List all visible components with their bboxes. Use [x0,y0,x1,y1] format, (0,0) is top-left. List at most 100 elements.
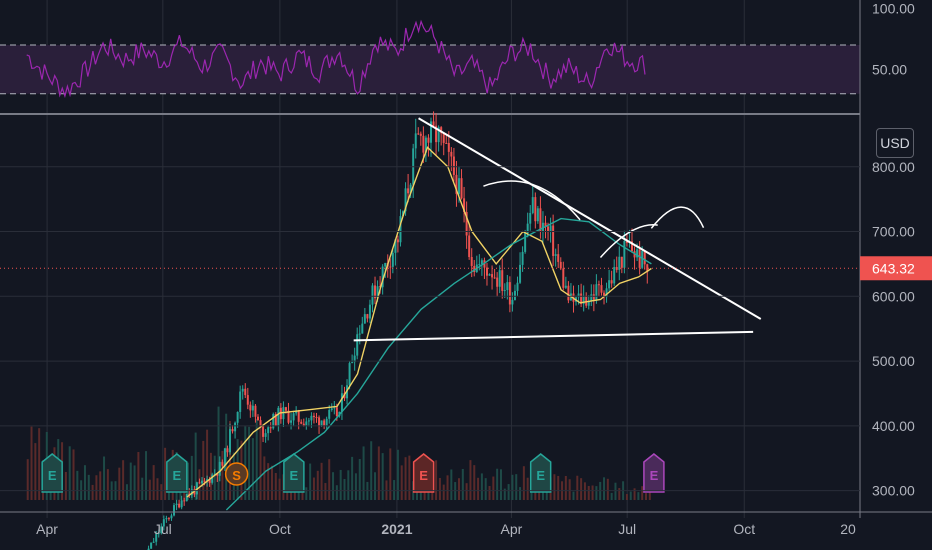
candle-body [150,542,153,549]
candle-body [554,254,557,256]
candle-body [465,211,468,236]
volume-bar [305,487,308,500]
candle-body [259,420,262,426]
volume-bar [503,488,506,500]
candle-body [430,121,432,143]
volume-bar [95,475,98,500]
volume-bar [370,441,373,500]
candle-body [223,448,226,466]
volume-bar [538,489,541,500]
volume-bar [103,456,106,500]
volume-bar [393,480,396,500]
volume-bar [614,482,617,500]
earnings-marker[interactable] [643,453,665,493]
candle-body [597,284,600,286]
volume-bar [480,473,483,500]
candle-body [244,388,247,396]
candle-body [264,433,267,437]
candle-body [211,474,214,483]
volume-bar [309,463,312,500]
candle-body [302,423,305,426]
candle-body [491,274,494,278]
candle-body [463,198,466,212]
candle-body [473,265,476,273]
candle-body [480,260,483,265]
earnings-marker[interactable] [41,453,63,493]
candle-body [511,299,514,305]
rsi-tick-label: 50.00 [872,61,907,77]
candle-body [262,425,265,437]
candle-body [526,223,529,233]
candle-body [340,393,343,412]
candle-body [221,461,224,466]
drawing-arc[interactable] [650,206,705,229]
candle-body [325,418,328,426]
volume-bar [194,432,197,500]
earnings-marker[interactable] [166,453,188,493]
volume-bar [217,406,220,500]
currency-button[interactable]: USD [876,128,914,158]
candle-body [440,127,443,134]
candle-body [529,212,532,224]
volume-bar [335,485,338,500]
candle-body [206,479,209,481]
volume-bar [496,468,499,500]
candle-body [513,290,516,300]
candle-body [587,300,590,306]
candle-body [470,257,473,266]
volume-bar [198,469,201,500]
volume-bar [145,451,148,500]
volume-bar [465,483,468,500]
candle-body [559,261,562,269]
candle-body [646,264,649,273]
volume-bar [106,469,109,500]
candle-body [544,222,547,227]
volume-bar [396,449,399,500]
candle-body [226,448,229,453]
candle-body [155,533,158,542]
volume-bar [148,479,151,500]
candle-body [625,241,628,244]
volume-bar [274,473,277,500]
earnings-marker[interactable] [283,453,305,493]
volume-bar [389,448,392,500]
candle-body [506,282,509,291]
volume-bar [553,474,556,500]
drawing-arc[interactable] [483,180,581,221]
volume-bar [129,462,132,500]
candle-body [328,410,331,419]
volume-bar [435,460,438,500]
volume-bar [358,458,361,500]
volume-bar [568,479,571,500]
rsi-line [26,19,646,99]
candle-body [498,270,501,287]
volume-bar [190,455,193,500]
volume-bar [374,472,377,500]
trendline-upper[interactable] [418,117,762,320]
candle-body [234,422,237,432]
candle-body [432,121,435,126]
volume-bar [225,413,228,500]
candle-body [580,293,583,304]
candle-body [165,518,168,520]
volume-bar [519,487,522,500]
volume-bar [343,478,346,500]
candle-body [404,188,407,212]
candle-body [516,282,519,291]
candle-body [246,395,249,405]
volume-bar [99,471,102,500]
candle-body [183,500,186,502]
volume-bar [606,478,609,500]
candle-body [239,391,242,412]
earnings-marker[interactable] [529,453,552,493]
volume-bar [293,486,296,500]
volume-bar [339,469,342,500]
trendline-support[interactable] [353,330,754,342]
candle-body [180,500,183,508]
split-marker[interactable] [224,462,249,486]
volume-bar [381,453,384,500]
candle-body [236,411,239,423]
earnings-marker[interactable] [412,453,435,493]
candle-body [312,415,315,418]
